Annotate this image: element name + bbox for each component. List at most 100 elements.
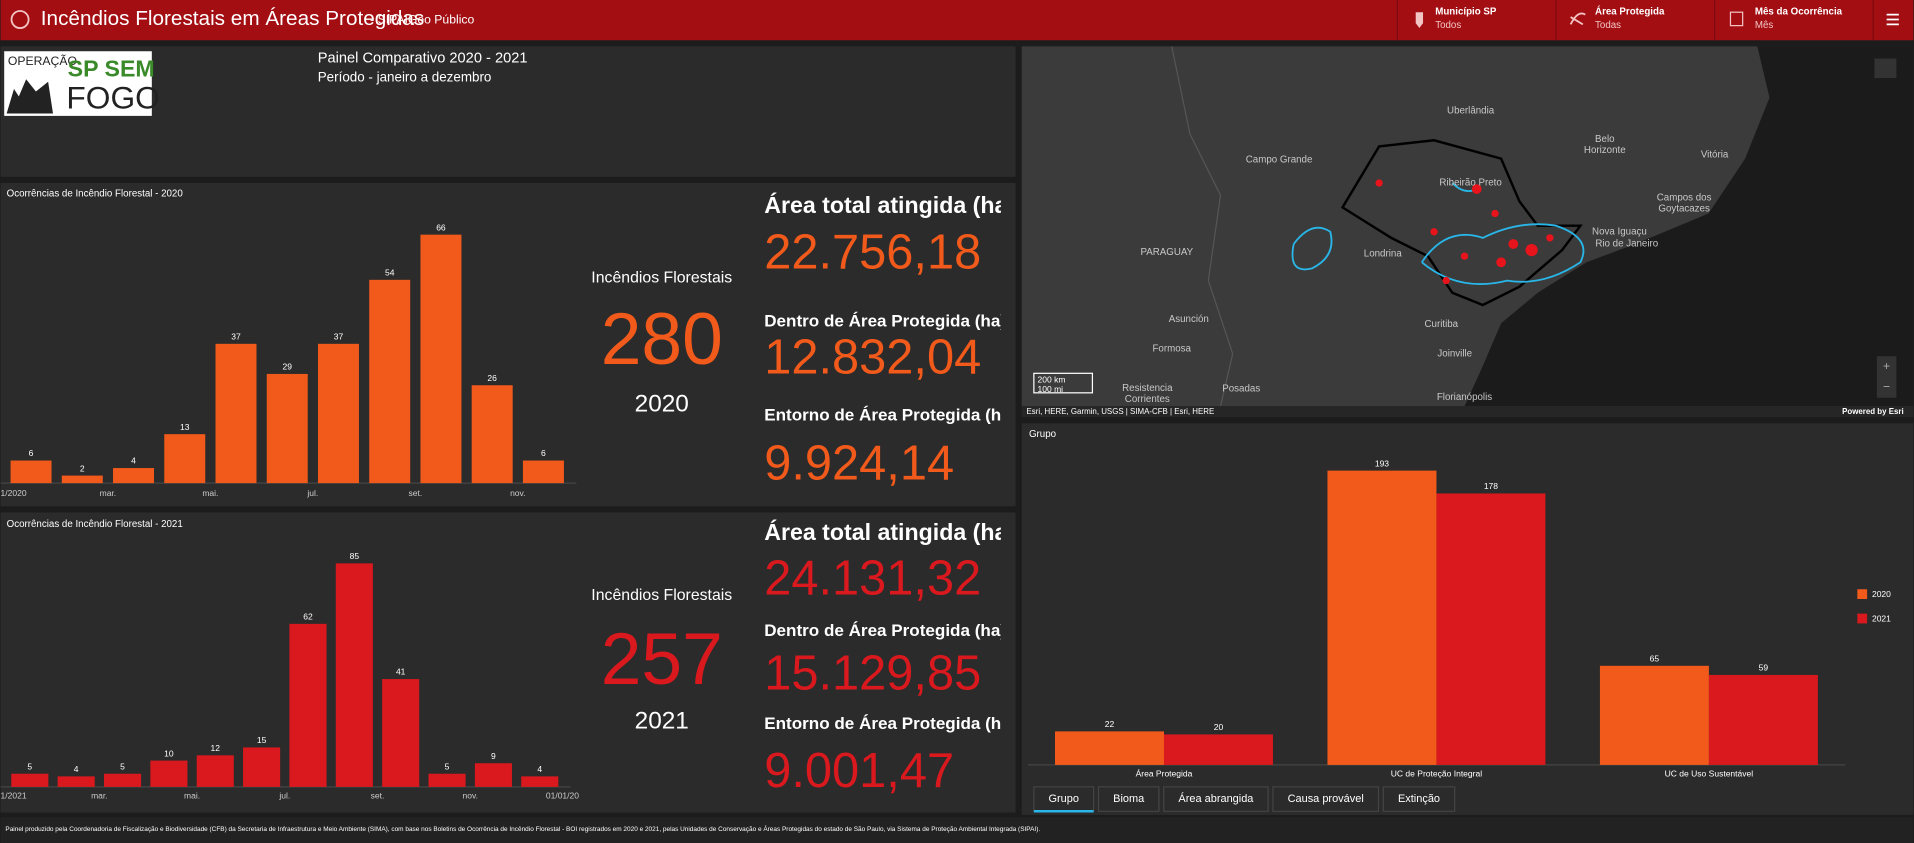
data-label: 12 <box>211 743 221 753</box>
bar <box>474 763 512 787</box>
filter-icon[interactable] <box>1569 12 1586 26</box>
footer: Painel produzido pela Coordenadoria de F… <box>5 824 1040 833</box>
data-label: 5 <box>120 761 125 771</box>
data-label: 5 <box>27 761 32 771</box>
bar <box>150 760 188 787</box>
x-tick-label: mai. <box>184 790 200 800</box>
fire-points <box>1375 179 1554 285</box>
logo-text: SP SEM <box>68 55 155 81</box>
filter-label[interactable]: Mês da Ocorrência <box>1755 7 1843 18</box>
filter-value[interactable]: Mês <box>1755 20 1774 31</box>
header-subtitle: - SIPAIGeo Público <box>370 13 474 27</box>
map-label: Curitiba <box>1425 319 1459 330</box>
filter-label[interactable]: Município SP <box>1435 7 1497 18</box>
filter-label[interactable]: Área Protegida <box>1595 7 1665 18</box>
kpi-around-label: Entorno de Área Protegida (ha) <box>764 405 1016 424</box>
kpi-count: 257 <box>601 618 723 700</box>
data-label: 22 <box>1105 719 1115 729</box>
kpi-around: 9.001,47 <box>764 744 954 798</box>
data-label: 10 <box>164 748 174 758</box>
kpi-year: 2020 <box>635 390 689 417</box>
map-label: Campo Grande <box>1246 154 1313 165</box>
map-label: Nova Iguaçu <box>1592 226 1647 237</box>
data-label: 13 <box>180 422 190 432</box>
kpi-count: 280 <box>601 298 723 380</box>
zoom-buttons[interactable] <box>1876 356 1897 398</box>
bar <box>289 623 327 787</box>
x-tick-label: 1/2020 <box>1 488 27 498</box>
kpi-label: Incêndios Florestais <box>591 270 732 287</box>
bar <box>1327 470 1437 765</box>
tab-label[interactable]: Extinção <box>1398 793 1440 805</box>
map-ocean <box>1464 46 1914 407</box>
legend-label: 2021 <box>1872 614 1891 624</box>
tab[interactable] <box>1097 786 1160 812</box>
chart-title: Grupo <box>1029 429 1057 440</box>
chart-title: Ocorrências de Incêndio Florestal - 2020 <box>7 188 184 199</box>
bar <box>420 234 462 484</box>
bar <box>103 773 142 787</box>
logo-tree <box>6 79 54 114</box>
x-tick-label: UC de Proteção Integral <box>1391 768 1482 778</box>
kpi-label: Incêndios Florestais <box>591 587 732 604</box>
tab[interactable] <box>1033 786 1095 812</box>
bar <box>521 776 559 787</box>
chart-title: Ocorrências de Incêndio Florestal - 2021 <box>7 519 183 530</box>
data-label: 2 <box>80 463 85 473</box>
tab[interactable] <box>1163 786 1269 812</box>
kpi-total-label: Área total atingida (ha) <box>764 518 1015 545</box>
data-label: 6 <box>29 448 34 458</box>
filter-icon[interactable] <box>1729 11 1744 27</box>
bar <box>382 679 420 787</box>
filter-icon[interactable] <box>1415 12 1424 29</box>
bar <box>1599 665 1709 765</box>
kpis-2021: Incêndios Florestais 257 2021 Área total… <box>591 518 1016 798</box>
map-label: Ribeirão Preto <box>1439 177 1502 188</box>
home-button[interactable] <box>1874 58 1897 79</box>
x-tick-label: set. <box>408 488 422 498</box>
tab-label[interactable]: Grupo <box>1048 793 1079 805</box>
tab-label[interactable]: Bioma <box>1113 793 1145 805</box>
map-label: Campos dos Goytacazes <box>1657 192 1712 214</box>
tab-label[interactable]: Área abrangida <box>1178 792 1254 805</box>
map-label: Vitória <box>1701 149 1729 160</box>
filter-value[interactable]: Todos <box>1435 20 1461 31</box>
x-tick-label: 1/2021 <box>1 790 27 800</box>
map-label: Joinville <box>1437 348 1472 359</box>
x-tick-label: nov. <box>510 488 525 498</box>
zoom-out[interactable]: − <box>1883 380 1890 394</box>
map-label: Rio de Janeiro <box>1595 238 1658 249</box>
tab-label[interactable]: Causa provável <box>1288 793 1364 805</box>
kpi-total: 22.756,18 <box>764 226 981 280</box>
scale-bar <box>1033 372 1094 394</box>
kpis-2020: Incêndios Florestais 280 2020 Área total… <box>591 191 1016 491</box>
powered-by: Powered by Esri <box>1842 407 1904 416</box>
kpi-inside-label: Dentro de Área Protegida (ha) <box>764 621 1006 640</box>
data-label: 66 <box>436 222 446 232</box>
data-label: 37 <box>334 332 344 342</box>
bar <box>1436 493 1546 765</box>
intro-period: Período - janeiro a dezembro <box>318 69 492 84</box>
kpi-around-label: Entorno de Área Protegida (ha) <box>764 714 1016 733</box>
bar <box>266 373 308 484</box>
tab[interactable] <box>1272 786 1380 812</box>
header-title: Incêndios Florestais em Áreas Protegidas <box>41 7 424 30</box>
map-label: PARAGUAY <box>1140 247 1193 258</box>
x-tick-label: Área Protegida <box>1136 768 1193 778</box>
filter-value[interactable]: Todas <box>1595 20 1621 31</box>
header-bar <box>0 0 1914 41</box>
data-label: 4 <box>537 764 542 774</box>
data-label: 62 <box>303 612 313 622</box>
bar <box>196 755 234 787</box>
bar <box>243 747 281 787</box>
map-label: Florianópolis <box>1437 392 1492 403</box>
zoom-in[interactable]: + <box>1883 359 1890 373</box>
kpi-around: 9.924,14 <box>764 437 954 491</box>
map[interactable]: + − 200 km 100 mi Esri, HERE, Garmin, US… <box>1021 46 1914 418</box>
menu-icon[interactable] <box>1886 13 1899 26</box>
bar <box>11 773 49 787</box>
bar <box>335 563 373 787</box>
data-label: 6 <box>541 448 546 458</box>
bar <box>471 385 513 484</box>
tab[interactable] <box>1382 786 1456 812</box>
